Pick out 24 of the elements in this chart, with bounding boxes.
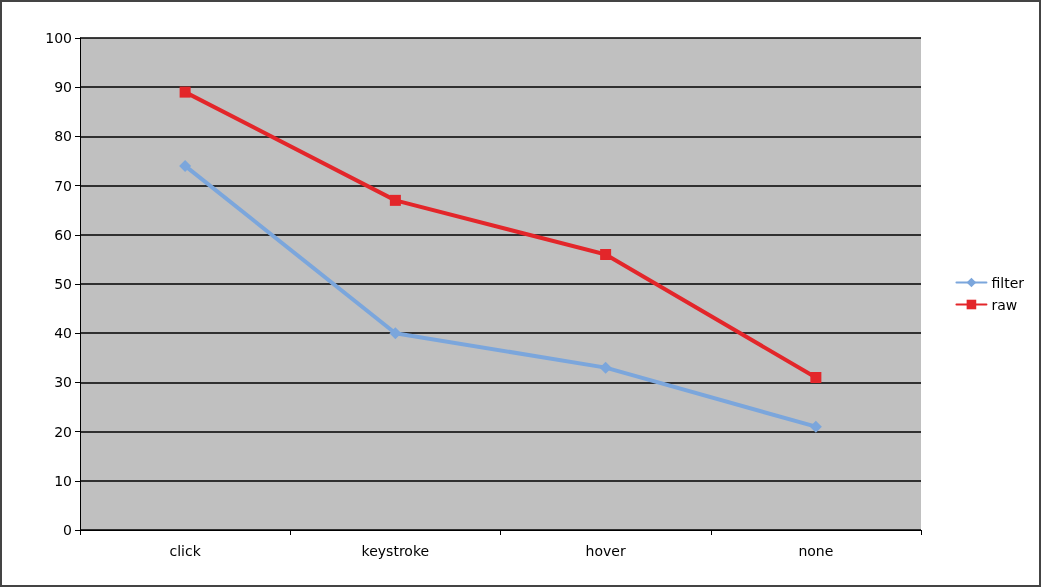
y-tick-label: 70 xyxy=(54,177,72,194)
point xyxy=(389,194,401,206)
y-tick-label: 30 xyxy=(54,374,72,391)
y-tick-label: 40 xyxy=(54,325,72,342)
point xyxy=(810,371,822,383)
point xyxy=(600,248,612,260)
point xyxy=(809,420,822,433)
point xyxy=(179,159,192,172)
point xyxy=(599,361,612,374)
y-tick-label: 60 xyxy=(54,226,72,243)
y-tick-label: 100 xyxy=(45,30,72,46)
y-tick-label: 50 xyxy=(54,276,72,292)
legend-label: filter xyxy=(991,274,1025,291)
y-tick-label: 10 xyxy=(54,472,72,489)
legend-label: raw xyxy=(991,296,1018,313)
y-tick-label: 20 xyxy=(54,423,72,440)
x-tick-label: none xyxy=(798,543,834,559)
x-tick-label: keystroke xyxy=(361,543,430,559)
x-tick-label: hover xyxy=(585,543,626,559)
y-tick-label: 0 xyxy=(63,522,72,538)
y-tick-label: 90 xyxy=(54,79,72,96)
y-tick-label: 80 xyxy=(54,128,72,145)
x-tick-label: click xyxy=(169,543,202,559)
point xyxy=(179,86,191,98)
